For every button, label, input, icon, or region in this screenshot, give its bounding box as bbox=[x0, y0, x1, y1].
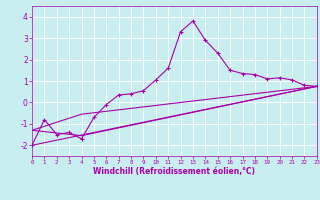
X-axis label: Windchill (Refroidissement éolien,°C): Windchill (Refroidissement éolien,°C) bbox=[93, 167, 255, 176]
